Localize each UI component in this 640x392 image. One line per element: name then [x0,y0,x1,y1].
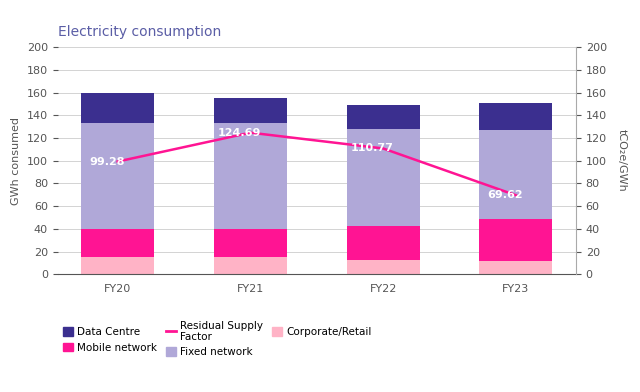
Bar [479,130,552,219]
Bar [479,103,552,130]
Y-axis label: tCO₂e/GWh: tCO₂e/GWh [616,129,627,192]
Bar [214,98,287,123]
Legend: Data Centre, Mobile network, Residual Supply
Factor, Fixed network, Corporate/Re: Data Centre, Mobile network, Residual Su… [63,321,372,358]
Text: 69.62: 69.62 [488,190,523,200]
Text: 110.77: 110.77 [351,143,394,154]
Text: Electricity consumption: Electricity consumption [58,25,221,39]
Bar [347,105,420,129]
Bar [81,258,154,274]
Bar [347,225,420,260]
Bar [347,129,420,225]
Bar [81,93,154,123]
Bar [214,258,287,274]
Text: 124.69: 124.69 [218,128,262,138]
Bar [81,229,154,258]
Bar [81,123,154,229]
Bar [214,123,287,229]
Bar [479,219,552,261]
Y-axis label: GWh consumed: GWh consumed [11,117,21,205]
Text: 99.28: 99.28 [90,156,125,167]
Bar [214,229,287,258]
Bar [479,261,552,274]
Bar [347,260,420,274]
